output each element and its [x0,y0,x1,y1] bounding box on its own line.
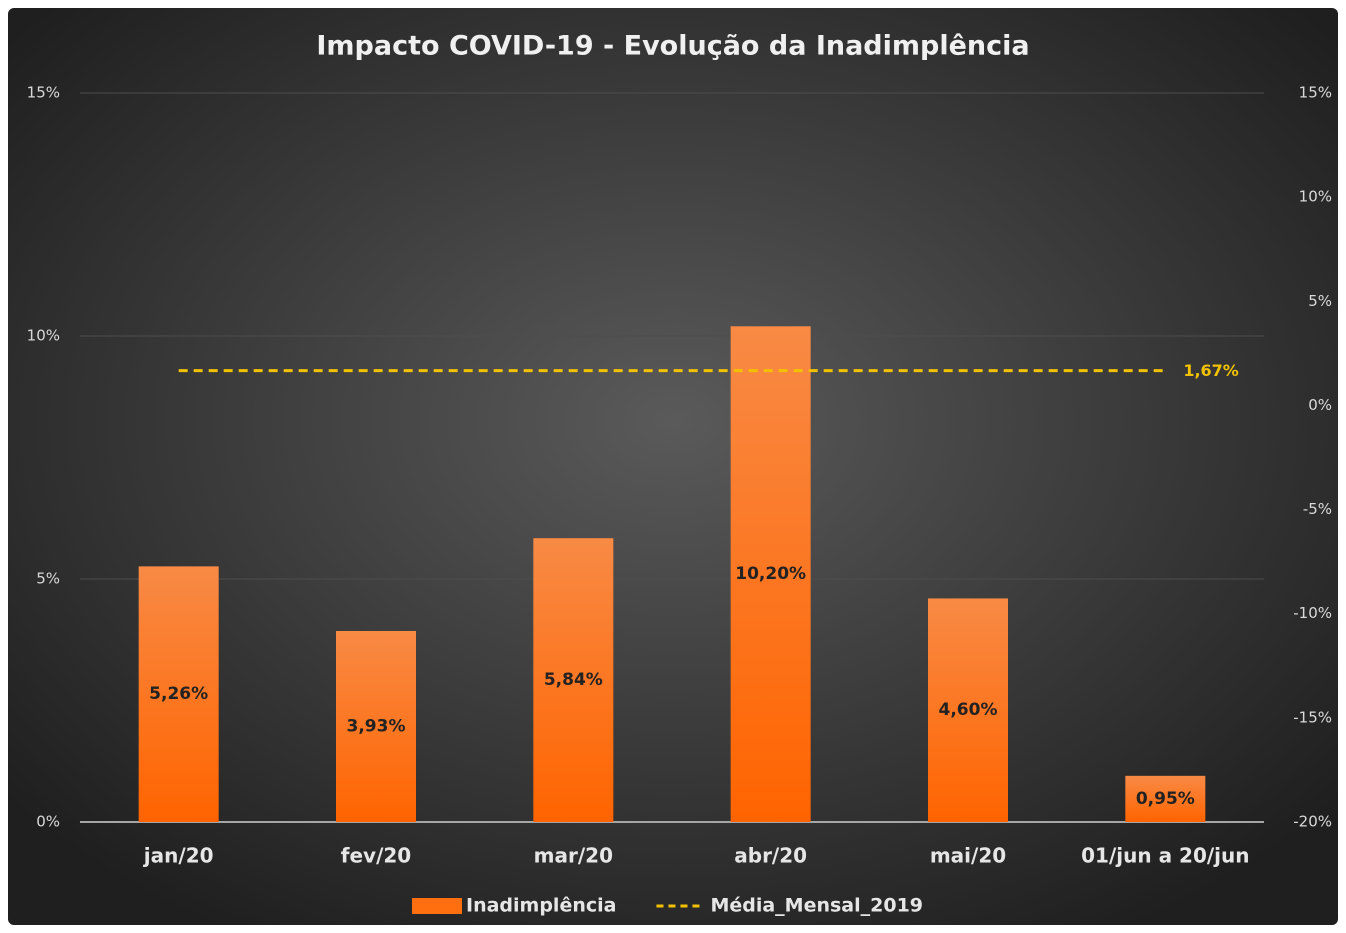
y-tick-label: 0% [36,813,60,831]
data-label: 3,93% [347,717,406,737]
bar [336,631,416,822]
data-label: 4,60% [939,700,998,720]
y2-tick-label: 0% [1308,396,1332,414]
x-tick-label: jan/20 [143,844,214,868]
y2-tick-label: -15% [1293,708,1332,726]
data-label: 5,26% [149,684,208,704]
x-tick-label: fev/20 [341,844,411,868]
y2-tick-label: 10% [1299,188,1332,206]
data-label: 1,67% [1183,361,1239,380]
y2-tick-label: -5% [1303,500,1332,518]
bar [1125,775,1206,822]
data-label: 10,20% [735,564,806,584]
y2-tick-label: -20% [1293,813,1332,831]
x-tick-label: mar/20 [534,844,613,868]
bar [928,598,1008,822]
y-tick-label: 15% [27,84,60,102]
data-label: 0,95% [1136,789,1195,809]
legend-label: Inadimplência [466,895,616,917]
y2-tick-label: 15% [1299,84,1332,102]
chart-title: Impacto COVID-19 - Evolução da Inadimplê… [316,31,1029,62]
x-tick-label: abr/20 [734,844,807,868]
y2-tick-label: 5% [1308,292,1332,310]
bar [533,538,614,822]
data-label: 5,84% [544,670,603,690]
bar [138,566,219,822]
y2-tick-label: -10% [1293,604,1332,622]
bar [730,326,811,822]
legend-swatch [412,898,462,914]
y-tick-label: 5% [36,570,60,588]
x-tick-label: 01/jun a 20/jun [1081,844,1249,868]
x-tick-label: mai/20 [930,844,1006,868]
legend-label: Média_Mensal_2019 [710,895,923,917]
y-tick-label: 10% [27,327,60,345]
